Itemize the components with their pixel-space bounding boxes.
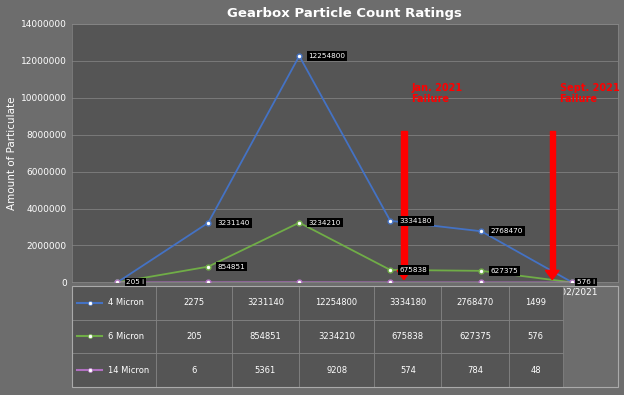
Bar: [232, 320, 299, 354]
Bar: [374, 320, 441, 354]
Text: 675838: 675838: [392, 332, 424, 341]
Bar: [441, 320, 509, 354]
Text: 2275: 2275: [183, 298, 205, 307]
Bar: [509, 354, 563, 387]
Text: 854851: 854851: [217, 263, 245, 270]
Bar: [72, 286, 618, 387]
Bar: [72, 354, 157, 387]
Text: 854851: 854851: [250, 332, 281, 341]
Bar: [509, 286, 563, 320]
Bar: [157, 320, 232, 354]
Y-axis label: Amount of Particulate: Amount of Particulate: [7, 96, 17, 210]
Text: 9208: 9208: [326, 366, 347, 375]
Text: 3234210: 3234210: [308, 220, 341, 226]
Polygon shape: [397, 271, 411, 280]
Text: 627375: 627375: [490, 268, 518, 274]
Text: 627375: 627375: [459, 332, 491, 341]
Text: 3234210: 3234210: [318, 332, 355, 341]
Polygon shape: [545, 271, 559, 280]
Title: Gearbox Particle Count Ratings: Gearbox Particle Count Ratings: [227, 7, 462, 20]
Text: 576: 576: [528, 332, 544, 341]
Text: 3334180: 3334180: [399, 218, 432, 224]
Text: 6: 6: [192, 366, 197, 375]
Bar: [299, 320, 374, 354]
Text: 2768470: 2768470: [490, 228, 523, 234]
Text: 205: 205: [186, 332, 202, 341]
Text: 3231140: 3231140: [247, 298, 284, 307]
Bar: [299, 286, 374, 320]
Bar: [157, 286, 232, 320]
Bar: [72, 320, 157, 354]
Bar: [509, 320, 563, 354]
Text: 14 Micron: 14 Micron: [109, 366, 150, 375]
Bar: [441, 354, 509, 387]
Bar: [374, 354, 441, 387]
Bar: [232, 354, 299, 387]
Text: 675838: 675838: [399, 267, 427, 273]
Text: Sept. 2021
Failure: Sept. 2021 Failure: [560, 83, 619, 104]
Bar: [441, 286, 509, 320]
Text: 48: 48: [530, 366, 541, 375]
Text: 576 i: 576 i: [577, 279, 595, 286]
Text: 3231140: 3231140: [217, 220, 250, 226]
Text: 205 i: 205 i: [126, 279, 145, 286]
Text: 12254800: 12254800: [316, 298, 358, 307]
Text: 3334180: 3334180: [389, 298, 426, 307]
Bar: [232, 286, 299, 320]
Bar: [72, 286, 157, 320]
Text: 1499: 1499: [525, 298, 547, 307]
Text: 4 Micron: 4 Micron: [109, 298, 144, 307]
Text: 5361: 5361: [255, 366, 276, 375]
Text: 574: 574: [400, 366, 416, 375]
Text: 2768470: 2768470: [456, 298, 494, 307]
Text: 6 Micron: 6 Micron: [109, 332, 145, 341]
Text: 12254800: 12254800: [308, 53, 345, 59]
Bar: [157, 354, 232, 387]
Text: 784: 784: [467, 366, 483, 375]
Bar: [374, 286, 441, 320]
Text: Jan. 2021
Failure: Jan. 2021 Failure: [411, 83, 462, 104]
Bar: [299, 354, 374, 387]
